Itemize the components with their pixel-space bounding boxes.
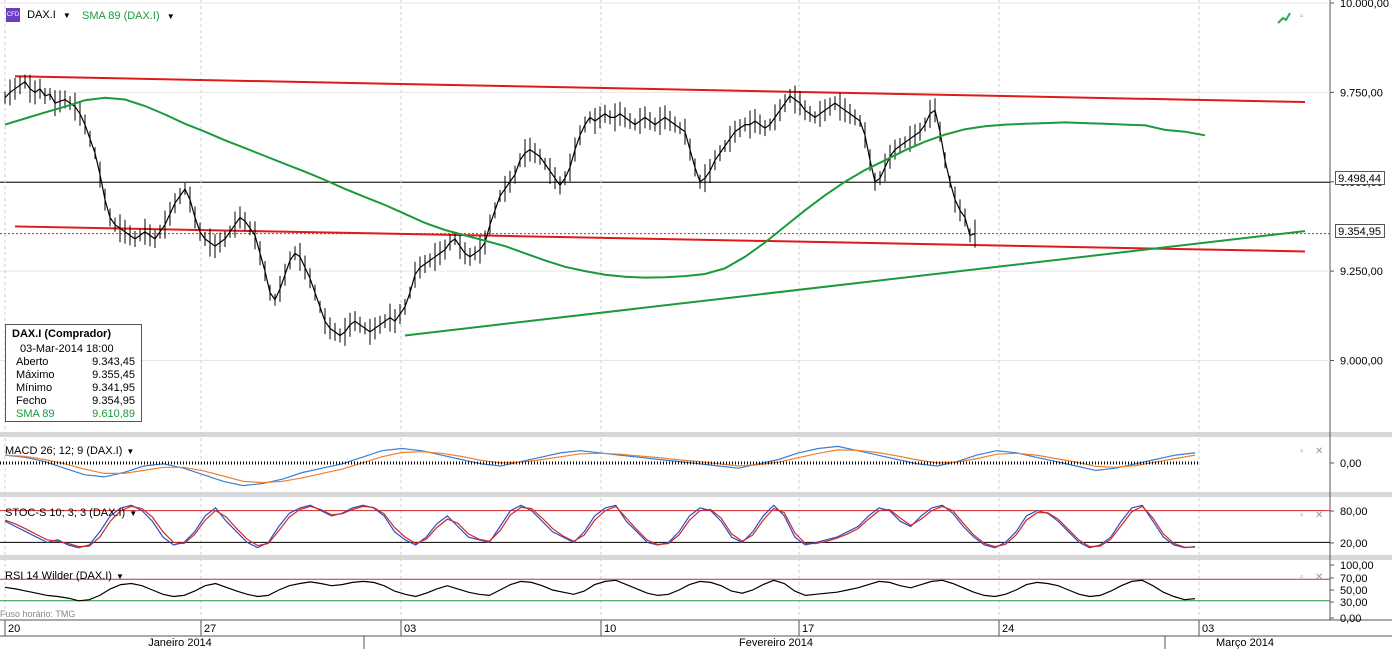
stoch-label: STOC-S 10; 3; 3 (DAX.I) (5, 507, 126, 519)
info-datetime: 03-Mar-2014 18:00 (20, 343, 114, 355)
x-axis: 20 27 03 10 17 24 03 Janeiro 2014 Fevereiro 2014… (0, 620, 1392, 649)
symbol-dropdown-icon[interactable]: ▼ (62, 10, 71, 20)
trendline-uptrend[interactable] (404, 230, 1306, 337)
symbol-header[interactable]: CFD DAX.I ▼ (6, 8, 71, 22)
stoch-dropdown-icon[interactable]: ▼ (129, 509, 138, 518)
x-tick-label: 03 (1202, 623, 1214, 635)
rsi-minimize-icon[interactable]: ▫ (1300, 572, 1304, 583)
price-tag-last-close: 9.498,44 (1335, 171, 1385, 185)
info-row-low: Mínimo 9.341,95 (16, 382, 135, 395)
x-tick-label: 17 (802, 623, 814, 635)
indicator-header[interactable]: SMA 89 (DAX.I) ▼ (82, 10, 175, 22)
y-tick-label: 9.000,00 (1340, 356, 1383, 368)
pane-separator[interactable] (0, 492, 1392, 497)
y-tick-label: 0,00 (1340, 613, 1361, 625)
rsi-title[interactable]: RSI 14 Wilder (DAX.I) ▼ (5, 570, 124, 582)
price-tag-current: 9.354,95 (1335, 224, 1385, 238)
info-value: 9.354,95 (92, 395, 135, 407)
macd-pane: 0,00 (0, 445, 1361, 487)
macd-dropdown-icon[interactable]: ▼ (126, 447, 135, 456)
info-value: 9.343,45 (92, 356, 135, 368)
x-month-label: Fevereiro 2014 (739, 637, 813, 649)
trend-tool-icon[interactable] (1277, 11, 1291, 25)
indicator-dropdown-icon[interactable]: ▼ (166, 12, 175, 21)
info-value: 9.610,89 (92, 408, 135, 420)
info-label: Mínimo (16, 382, 53, 394)
x-tick-label: 20 (8, 623, 20, 635)
indicator-line (4, 449, 1196, 484)
info-label: Máximo (16, 369, 55, 381)
x-month-label: Janeiro 2014 (148, 637, 212, 649)
indicator-line (4, 445, 1196, 487)
indicator-label: SMA 89 (DAX.I) (82, 10, 160, 22)
price-pane-bg (0, 0, 1330, 432)
macd-close-icon[interactable]: ✕ (1315, 446, 1324, 457)
indicator-line (4, 579, 1196, 602)
rsi-dropdown-icon[interactable]: ▼ (115, 572, 124, 581)
info-row-high: Máximo 9.355,45 (16, 369, 135, 382)
stoch-title[interactable]: STOC-S 10; 3; 3 (DAX.I) ▼ (5, 507, 137, 519)
x-tick-label: 24 (1002, 623, 1014, 635)
indicator-line (4, 504, 1196, 549)
sma-series (4, 96, 1206, 279)
timezone-label: Fuso horário: TMG (0, 609, 76, 619)
macd-minimize-icon[interactable]: ▫ (1300, 446, 1304, 457)
macd-title[interactable]: MACD 26; 12; 9 (DAX.I) ▼ (5, 445, 134, 457)
y-tick-label: 80,00 (1340, 506, 1368, 518)
info-title: DAX.I (Comprador) (12, 328, 111, 340)
y-tick-label: 20,00 (1340, 538, 1368, 550)
stoch-close-icon[interactable]: ✕ (1315, 510, 1324, 521)
cfd-icon: CFD (6, 8, 20, 22)
info-value: 9.341,95 (92, 382, 135, 394)
info-row-open: Aberto 9.343,45 (16, 356, 135, 369)
y-axis: 10.000,009.750,009.500,009.250,009.000,0… (1330, 0, 1389, 368)
x-tick-label: 03 (404, 623, 416, 635)
minimize-icon[interactable]: ▫ (1300, 11, 1304, 22)
stoch-pane: 80,00 20,00 (0, 504, 1368, 550)
info-row-close: Fecho 9.354,95 (16, 395, 135, 408)
indicator-line (4, 505, 1195, 548)
y-tick-label: 30,00 (1340, 597, 1368, 609)
grid (0, 0, 1330, 620)
trendline-resistance[interactable] (14, 75, 1306, 104)
x-tick-label: 10 (604, 623, 616, 635)
pane-separator[interactable] (0, 432, 1392, 437)
y-tick-label: 100,00 (1340, 560, 1374, 572)
symbol-label: DAX.I (27, 9, 56, 21)
pane-separator[interactable] (0, 555, 1392, 560)
y-tick-label: 70,00 (1340, 573, 1368, 585)
info-label: SMA 89 (16, 408, 55, 420)
y-tick-label: 0,00 (1340, 458, 1361, 470)
info-label: Aberto (16, 356, 49, 368)
price-series (4, 74, 976, 346)
x-month-label: Março 2014 (1216, 637, 1274, 649)
info-value: 9.355,45 (92, 369, 135, 381)
info-row-sma: SMA 89 9.610,89 (16, 408, 135, 421)
sma-line (4, 96, 1206, 279)
y-tick-label: 10.000,00 (1340, 0, 1389, 10)
stoch-minimize-icon[interactable]: ▫ (1300, 510, 1304, 521)
ohlc-info-box: DAX.I (Comprador) 03-Mar-2014 18:00 Aber… (5, 324, 142, 422)
macd-label: MACD 26; 12; 9 (DAX.I) (5, 445, 123, 457)
info-label: Fecho (16, 395, 47, 407)
y-tick-label: 9.250,00 (1340, 266, 1383, 278)
x-tick-label: 27 (204, 623, 216, 635)
y-tick-label: 9.750,00 (1340, 87, 1383, 99)
rsi-label: RSI 14 Wilder (DAX.I) (5, 570, 112, 582)
rsi-close-icon[interactable]: ✕ (1315, 572, 1324, 583)
y-tick-label: 50,00 (1340, 585, 1368, 597)
price-line (4, 80, 976, 337)
